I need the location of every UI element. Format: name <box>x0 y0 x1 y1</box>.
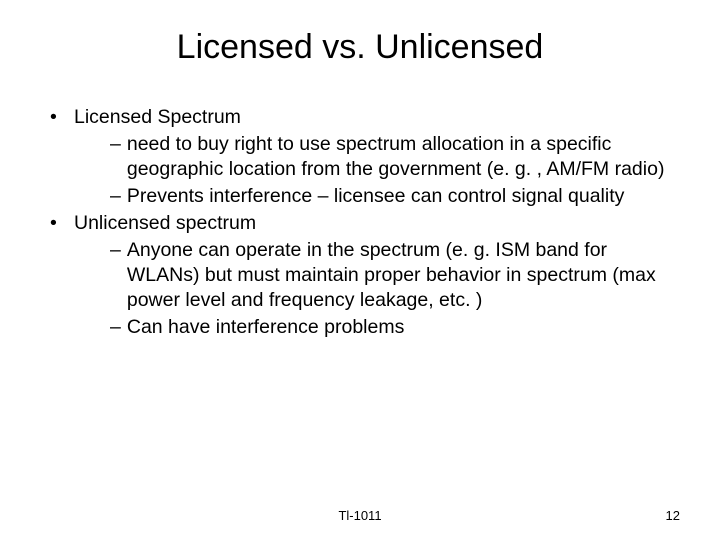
sub-bullet-text: Prevents interference – licensee can con… <box>127 184 680 209</box>
sub-bullet-text: Can have interference problems <box>127 315 680 340</box>
page-number: 12 <box>666 508 680 523</box>
dash-icon: – <box>110 184 127 209</box>
sub-bullet: – Anyone can operate in the spectrum (e.… <box>48 238 680 313</box>
bullet-unlicensed: • Unlicensed spectrum <box>48 211 680 236</box>
sub-bullet: – need to buy right to use spectrum allo… <box>48 132 680 182</box>
bullet-licensed-label: Licensed Spectrum <box>74 105 680 130</box>
sub-bullet-text: Anyone can operate in the spectrum (e. g… <box>127 238 680 313</box>
dash-icon: – <box>110 315 127 340</box>
dash-icon: – <box>110 238 127 313</box>
bullet-unlicensed-label: Unlicensed spectrum <box>74 211 680 236</box>
footer-code: Tl-1011 <box>338 508 381 523</box>
bullet-licensed: • Licensed Spectrum <box>48 105 680 130</box>
bullet-dot-icon: • <box>48 211 74 236</box>
sub-bullet: – Prevents interference – licensee can c… <box>48 184 680 209</box>
slide-body: • Licensed Spectrum – need to buy right … <box>40 105 680 340</box>
bullet-dot-icon: • <box>48 105 74 130</box>
slide: Licensed vs. Unlicensed • Licensed Spect… <box>0 0 720 540</box>
slide-title: Licensed vs. Unlicensed <box>40 28 680 67</box>
dash-icon: – <box>110 132 127 182</box>
sub-bullet: – Can have interference problems <box>48 315 680 340</box>
sub-bullet-text: need to buy right to use spectrum alloca… <box>127 132 680 182</box>
